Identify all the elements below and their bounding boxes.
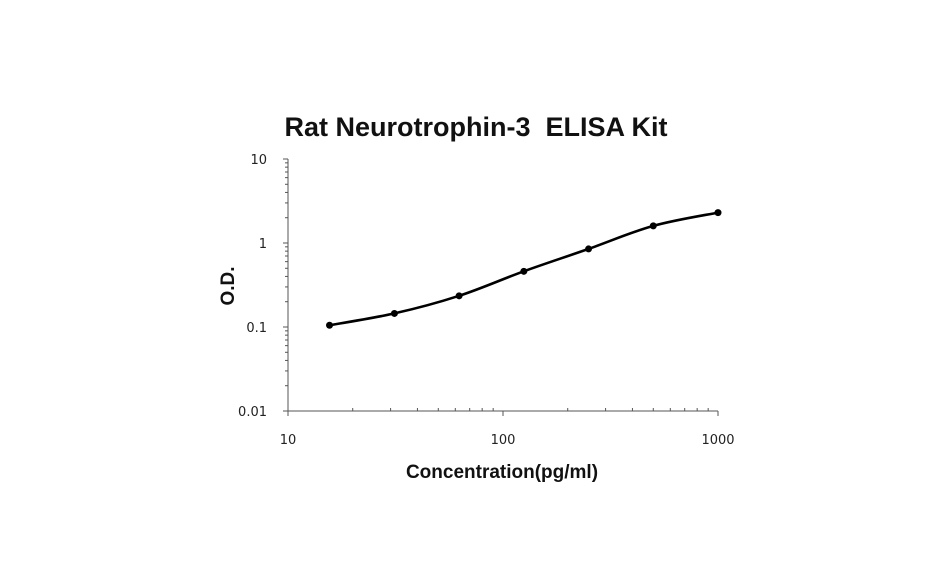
y-tick-label: 1 [259, 237, 267, 252]
data-point [714, 209, 722, 217]
chart-title: Rat Neurotrophin-3 ELISA Kit [285, 112, 668, 142]
y-tick-label: 10 [250, 153, 267, 168]
data-point [649, 222, 657, 230]
x-axis-label: Concentration(pg/ml) [406, 462, 598, 483]
data-point [390, 309, 398, 317]
y-axis-label: O.D. [218, 266, 239, 305]
x-tick-label: 1000 [701, 433, 734, 448]
data-point [455, 292, 463, 300]
data-point [585, 245, 593, 253]
y-tick-label: 0.1 [246, 321, 267, 336]
data-point [326, 321, 334, 329]
x-tick-label: 10 [280, 433, 297, 448]
x-axis-ticks: 10 100 1000 [280, 408, 735, 448]
data-point [520, 267, 528, 275]
y-axis-ticks: 0.01 0.1 1 10 [238, 153, 288, 420]
axes [287, 159, 718, 412]
y-tick-label: 0.01 [238, 405, 267, 420]
x-tick-label: 100 [491, 433, 516, 448]
series-group [326, 209, 722, 329]
